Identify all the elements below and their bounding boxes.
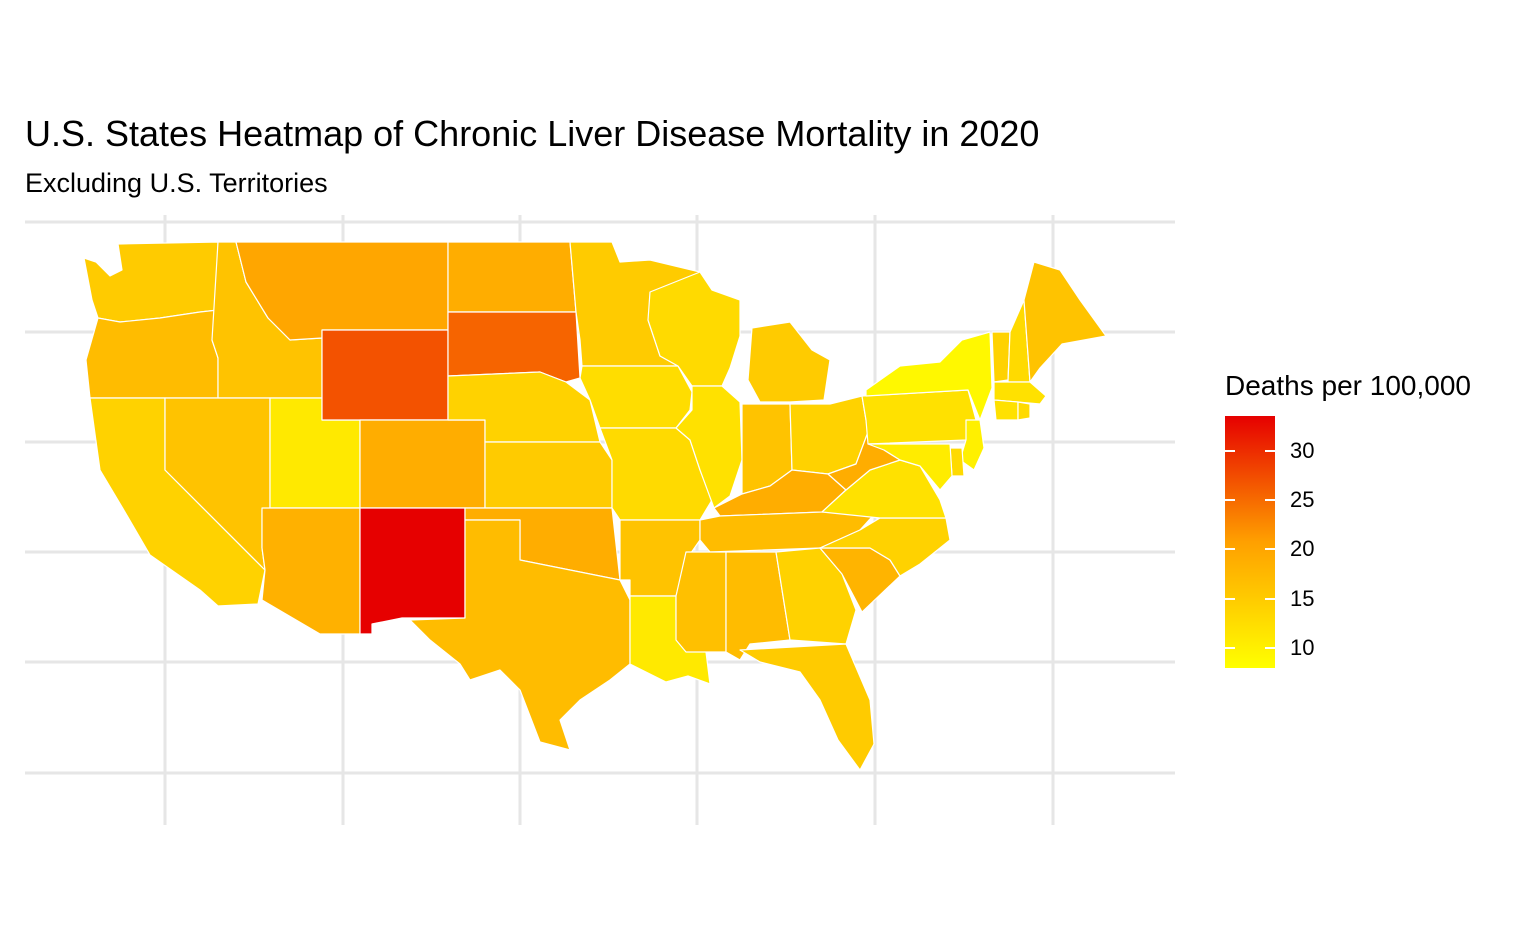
state-mississippi bbox=[675, 551, 727, 653]
state-pennsylvania bbox=[861, 389, 977, 445]
state-massachusetts bbox=[993, 381, 1047, 405]
legend-tick-label: 25 bbox=[1290, 487, 1315, 512]
state-oregon bbox=[85, 309, 219, 399]
legend-tick-label: 20 bbox=[1290, 536, 1315, 562]
state-wyoming bbox=[321, 329, 449, 421]
state-north-dakota bbox=[447, 241, 577, 313]
state-south-dakota bbox=[447, 311, 581, 383]
state-iowa bbox=[579, 365, 693, 429]
state-maine bbox=[1023, 261, 1107, 383]
state-wisconsin bbox=[647, 271, 741, 387]
state-kansas bbox=[484, 441, 613, 509]
legend-tick-mark-left bbox=[1225, 449, 1235, 452]
state-connecticut bbox=[993, 399, 1019, 421]
legend-tick-mark-right bbox=[1265, 548, 1275, 551]
state-colorado bbox=[359, 419, 486, 509]
legend-tick-label: 30 bbox=[1290, 437, 1315, 463]
state-new-york bbox=[865, 331, 993, 421]
legend-tick-mark-left bbox=[1225, 499, 1235, 501]
chart-subtitle: Excluding U.S. Territories bbox=[25, 168, 328, 198]
state-maryland bbox=[867, 443, 953, 491]
state-north-carolina bbox=[819, 517, 951, 577]
legend-tick-mark-left bbox=[1225, 548, 1235, 551]
chart-title: U.S. States Heatmap of Chronic Liver Dis… bbox=[25, 113, 1040, 154]
legend-color-bar bbox=[1225, 416, 1275, 668]
state-michigan bbox=[747, 321, 831, 403]
state-new-mexico bbox=[359, 507, 466, 635]
state-new-jersey bbox=[959, 419, 985, 471]
legend-tick-label: 15 bbox=[1290, 585, 1315, 611]
state-regions bbox=[83, 241, 1107, 771]
state-washington bbox=[83, 241, 219, 323]
state-florida bbox=[739, 643, 875, 771]
state-rhode-island bbox=[1017, 401, 1031, 421]
legend-tick-mark-right bbox=[1265, 597, 1275, 600]
legend-tick-mark-right bbox=[1265, 647, 1275, 650]
state-arizona bbox=[261, 507, 361, 635]
legend-tick-mark-right bbox=[1265, 499, 1275, 501]
legend-tick-mark-right bbox=[1265, 449, 1275, 452]
state-vermont bbox=[991, 331, 1011, 383]
legend-tick-mark-left bbox=[1225, 647, 1235, 650]
legend-tick-mark-left bbox=[1225, 597, 1235, 600]
state-texas bbox=[409, 519, 631, 751]
legend-title: Deaths per 100,000 bbox=[1225, 370, 1471, 401]
legend-tick-label: 10 bbox=[1290, 635, 1315, 661]
